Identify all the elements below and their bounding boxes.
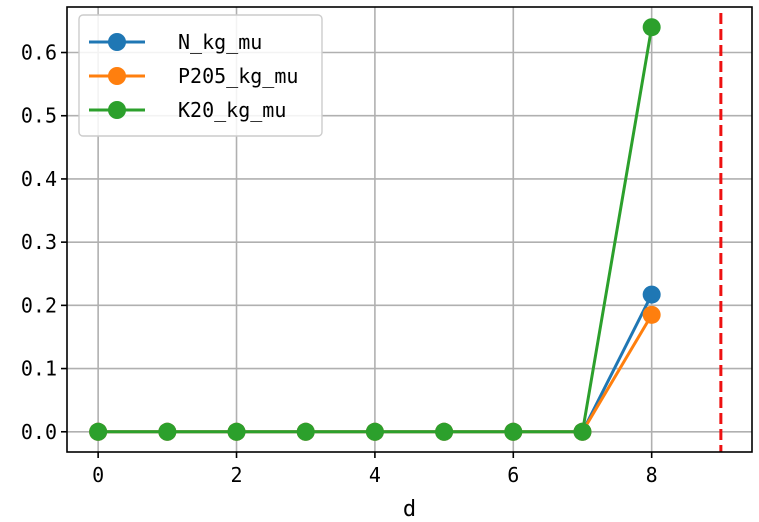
plot-frame (66, 6, 753, 453)
data-point (365, 422, 384, 441)
x-tick-label: 0 (92, 463, 104, 487)
x-tick-label: 2 (230, 463, 242, 487)
data-point (296, 422, 315, 441)
legend: N_kg_mu P205_kg_mu K20_kg_mu (78, 14, 323, 137)
data-point (573, 422, 592, 441)
data-point (642, 285, 661, 304)
x-tick-label: 6 (507, 463, 519, 487)
legend-marker (108, 101, 126, 119)
x-tick-label: 4 (369, 463, 381, 487)
data-point (435, 422, 454, 441)
legend-entries: N_kg_mu P205_kg_mu K20_kg_mu (89, 30, 298, 122)
y-tick-label: 0.6 (21, 41, 57, 65)
legend-label: K20_kg_mu (178, 98, 286, 122)
y-axis-ticks: 0.0 0.1 0.2 0.3 0.4 0.5 0.6 (21, 41, 67, 444)
legend-entry: P205_kg_mu (89, 64, 298, 88)
series-layer (89, 18, 661, 441)
legend-box (78, 14, 323, 137)
x-axis-label: d (403, 497, 416, 522)
data-point (642, 305, 661, 324)
legend-label: P205_kg_mu (178, 64, 298, 88)
legend-marker (108, 33, 126, 51)
x-axis-ticks: 0 2 4 6 8 (92, 452, 658, 487)
y-tick-label: 0.4 (21, 167, 57, 191)
y-tick-label: 0.5 (21, 104, 57, 128)
y-tick-label: 0.3 (21, 230, 57, 254)
x-tick-label: 8 (646, 463, 658, 487)
y-tick-label: 0.2 (21, 293, 57, 317)
data-point (504, 422, 523, 441)
series-K20_kg_mu (89, 18, 661, 441)
data-point (158, 422, 177, 441)
y-tick-label: 0.1 (21, 357, 57, 381)
y-tick-label: 0.0 (21, 420, 57, 444)
legend-label: N_kg_mu (178, 30, 262, 54)
legend-marker (108, 67, 126, 85)
data-point (642, 18, 661, 37)
legend-entry: N_kg_mu (89, 30, 262, 54)
data-point (89, 422, 108, 441)
legend-entry: K20_kg_mu (89, 98, 286, 122)
data-point (227, 422, 246, 441)
